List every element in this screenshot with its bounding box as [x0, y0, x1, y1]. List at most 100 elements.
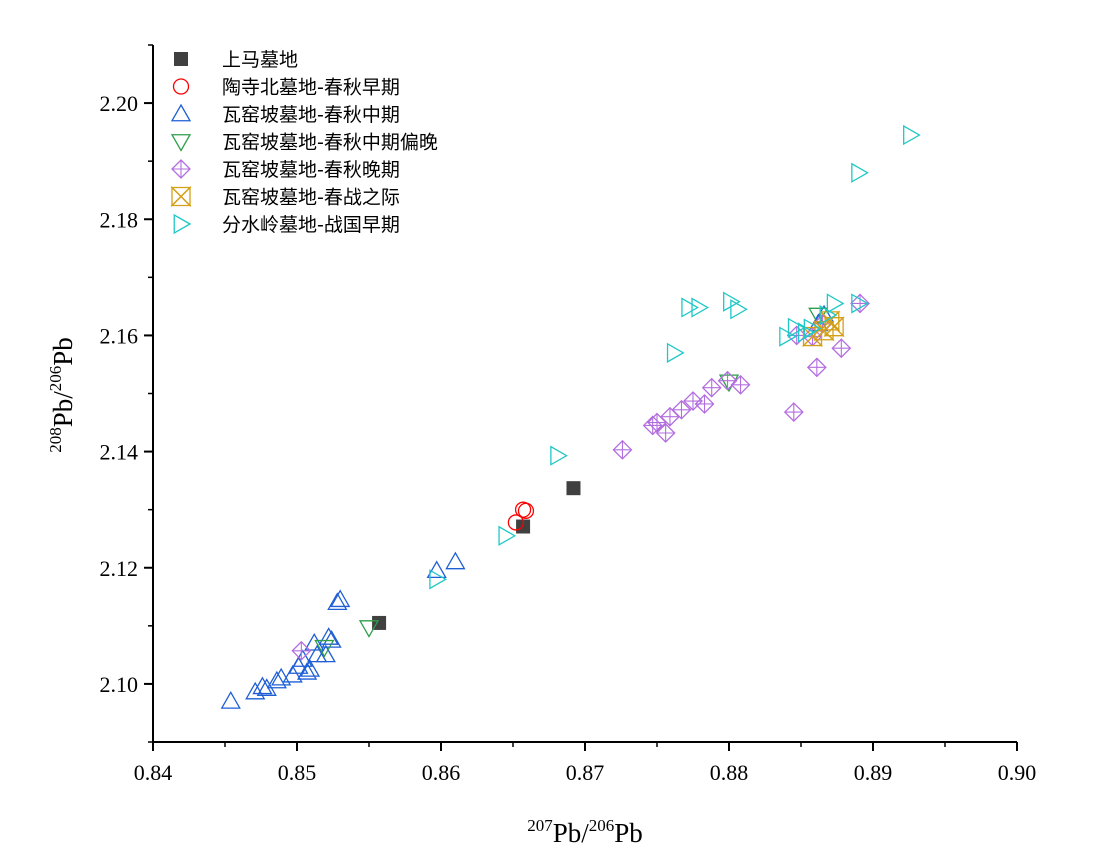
marker-shape — [730, 299, 748, 320]
marker-shape — [903, 124, 921, 146]
marker-shape — [691, 297, 710, 318]
marker-shape — [327, 592, 348, 610]
legend-item: 瓦窑坡墓地-春秋中期偏晚 — [170, 132, 438, 154]
data-point — [851, 162, 869, 183]
series-2 — [220, 304, 835, 709]
data-point — [779, 326, 797, 347]
legend-label: 瓦窑坡墓地-春秋中期 — [222, 104, 400, 126]
marker-shape — [814, 320, 834, 342]
series-4 — [291, 293, 870, 661]
data-point — [803, 318, 822, 339]
legend-label: 陶寺北墓地-春秋早期 — [222, 77, 400, 99]
marker-shape — [429, 569, 447, 590]
x-tick-label: 0.90 — [998, 760, 1037, 785]
marker-shape — [171, 185, 191, 208]
x-tick-label: 0.89 — [854, 760, 893, 785]
x-tick-label: 0.86 — [422, 760, 461, 785]
data-point — [507, 514, 525, 531]
legend-item: 瓦窑坡墓地-春战之际 — [170, 185, 400, 209]
data-point — [797, 322, 816, 343]
data-point — [730, 299, 748, 320]
legend-marker — [174, 52, 188, 66]
legend-item: 瓦窑坡墓地-春秋中期 — [170, 103, 400, 126]
legend-marker — [170, 185, 192, 208]
marker-shape — [851, 162, 869, 183]
data-point — [783, 402, 804, 423]
data-point — [566, 481, 581, 496]
marker-shape — [292, 649, 313, 667]
marker-shape — [330, 589, 351, 608]
data-point — [445, 551, 466, 570]
data-point — [806, 357, 827, 378]
y-axis-label: 208Pb/206Pb — [46, 337, 78, 453]
data-point — [318, 627, 339, 645]
marker-shape — [174, 52, 188, 66]
data-points — [220, 124, 921, 709]
axes: 0.84 0.85 0.86 0.87 0.88 0.89 0.90 2.10 2.12 2.14… — [100, 44, 1037, 785]
y-tick-label: 2.10 — [100, 672, 139, 697]
data-point — [426, 560, 447, 579]
marker-shape — [170, 134, 192, 152]
marker-shape — [516, 519, 531, 534]
legend-item: 陶寺北墓地-春秋早期 — [172, 77, 400, 99]
marker-shape — [358, 620, 380, 638]
legend-marker — [170, 103, 192, 122]
x-tick-label: 0.87 — [566, 760, 605, 785]
data-point — [850, 293, 870, 314]
legend-label: 瓦窑坡墓地-春秋中期偏晚 — [222, 132, 438, 154]
marker-shape — [666, 342, 685, 363]
marker-shape — [252, 676, 273, 695]
marker-shape — [271, 667, 292, 686]
x-axis-label: 207Pb/206Pb — [527, 816, 643, 848]
data-point — [517, 502, 535, 519]
marker-shape — [851, 293, 869, 314]
data-point — [550, 445, 568, 466]
marker-shape — [507, 514, 525, 531]
marker-shape — [797, 322, 816, 343]
data-point — [813, 320, 835, 342]
data-point — [694, 394, 715, 414]
data-point — [831, 338, 852, 359]
data-point — [429, 569, 447, 590]
marker-shape — [170, 103, 192, 122]
legend-marker — [171, 159, 191, 179]
data-point — [666, 342, 685, 363]
marker-shape — [266, 670, 287, 689]
data-point — [681, 297, 699, 318]
legend-marker — [173, 213, 192, 235]
legend-item: 瓦窑坡墓地-春秋晚期 — [171, 159, 400, 181]
marker-shape — [498, 525, 517, 546]
marker-shape — [372, 615, 387, 630]
marker-shape — [318, 627, 339, 645]
marker-shape — [315, 644, 336, 663]
marker-shape — [321, 630, 342, 648]
legend: 上马墓地陶寺北墓地-春秋早期瓦窑坡墓地-春秋中期瓦窑坡墓地-春秋中期偏晚瓦窑坡墓… — [170, 49, 438, 236]
data-point — [271, 667, 292, 686]
data-point — [498, 525, 517, 546]
x-tick-label: 0.88 — [710, 760, 749, 785]
data-point — [314, 639, 335, 658]
legend-item: 分水岭墓地-战国早期 — [173, 213, 400, 236]
data-point — [787, 317, 806, 338]
marker-shape — [779, 326, 797, 347]
marker-shape — [803, 318, 822, 339]
legend-label: 分水岭墓地-战国早期 — [222, 214, 400, 236]
data-point — [372, 615, 387, 630]
data-point — [288, 656, 309, 674]
data-point — [327, 592, 348, 610]
legend-label: 瓦窑坡墓地-春战之际 — [222, 187, 400, 209]
legend-marker — [170, 134, 192, 152]
data-point — [291, 640, 312, 661]
marker-shape — [445, 551, 466, 570]
marker-shape — [296, 661, 318, 680]
marker-shape — [172, 78, 190, 95]
data-point — [655, 423, 676, 443]
x-tick-label: 0.84 — [134, 760, 173, 785]
series-1 — [507, 501, 535, 531]
marker-shape — [826, 293, 845, 314]
data-point — [315, 644, 336, 663]
marker-shape — [426, 560, 447, 579]
y-tick-label: 2.14 — [100, 440, 139, 465]
marker-shape — [314, 639, 335, 658]
